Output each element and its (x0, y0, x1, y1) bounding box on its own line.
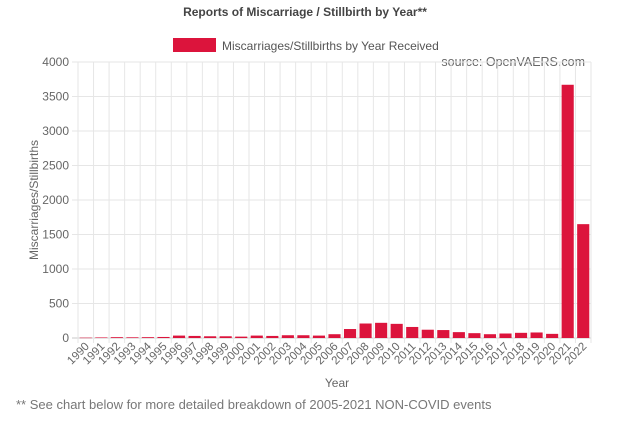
bar-2018[interactable] (514, 332, 528, 338)
bar-1994[interactable] (141, 337, 155, 338)
bar-2013[interactable] (437, 330, 450, 338)
bar-2003[interactable] (281, 335, 294, 338)
y-tick-label: 500 (49, 297, 69, 311)
y-tick-label: 4000 (42, 55, 69, 69)
legend[interactable]: Miscarriages/Stillbirths by Year Receive… (173, 38, 439, 53)
y-tick-label: 2000 (42, 193, 69, 207)
bar-2007[interactable] (343, 329, 357, 338)
bar-1993[interactable] (126, 337, 139, 338)
bar-2005[interactable] (312, 335, 326, 338)
bar-2021[interactable] (561, 84, 574, 339)
bar-1997[interactable] (188, 335, 201, 338)
bar-1998[interactable] (204, 336, 217, 338)
bar-2002[interactable] (266, 335, 279, 338)
bar-1999[interactable] (219, 336, 232, 338)
bars (79, 84, 590, 339)
bar-2012[interactable] (421, 329, 434, 338)
y-tick-label: 1500 (42, 228, 69, 242)
y-tick-label: 3000 (42, 124, 69, 138)
bar-1995[interactable] (157, 336, 170, 338)
bar-2006[interactable] (328, 334, 341, 338)
gridlines (72, 61, 592, 343)
bar-2009[interactable] (375, 322, 388, 338)
legend-label: Miscarriages/Stillbirths by Year Receive… (222, 39, 439, 53)
bar-2010[interactable] (390, 323, 403, 338)
bar-2001[interactable] (250, 335, 263, 338)
bar-1996[interactable] (172, 335, 186, 338)
bar-2022[interactable] (577, 224, 590, 338)
x-axis-ticks: 1990199119921993199419951996199719981999… (65, 340, 589, 367)
bar-2004[interactable] (297, 335, 310, 338)
bar-2017[interactable] (499, 333, 512, 338)
bar-2015[interactable] (468, 333, 481, 338)
y-tick-label: 2500 (42, 159, 69, 173)
bar-1990[interactable] (79, 337, 92, 339)
y-tick-label: 0 (62, 331, 69, 345)
bar-2020[interactable] (546, 333, 559, 338)
bar-2011[interactable] (406, 326, 419, 338)
bar-2014[interactable] (452, 332, 465, 338)
bar-2000[interactable] (235, 336, 248, 338)
y-axis-ticks: 0 500 1000 1500 2000 2500 3000 3500 4000 (42, 55, 69, 345)
bar-1992[interactable] (110, 337, 123, 338)
bar-1991[interactable] (95, 337, 108, 338)
bar-2008[interactable] (359, 323, 372, 338)
y-tick-label: 3500 (42, 90, 69, 104)
y-axis-label: Miscarriages/Stillbirths (27, 140, 41, 260)
x-axis-label: Year (325, 376, 349, 390)
bar-2019[interactable] (530, 332, 543, 338)
y-tick-label: 1000 (42, 262, 69, 276)
legend-swatch (173, 38, 216, 52)
chart-title: Reports of Miscarriage / Stillbirth by Y… (183, 5, 427, 19)
bar-2016[interactable] (483, 334, 497, 338)
footnote: ** See chart below for more detailed bre… (16, 397, 492, 412)
